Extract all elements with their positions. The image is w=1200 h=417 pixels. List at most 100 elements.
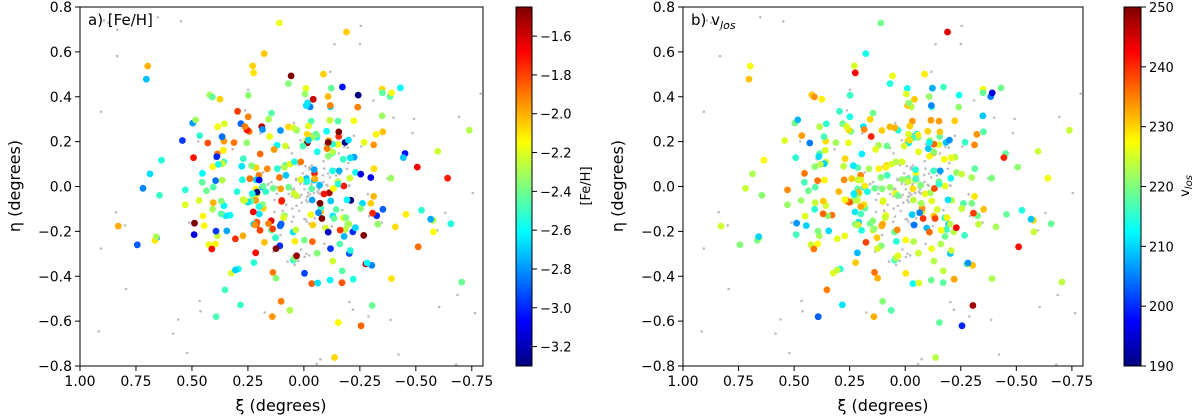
colored-star bbox=[958, 322, 966, 330]
colored-star bbox=[1058, 278, 1066, 286]
colored-star bbox=[908, 211, 916, 219]
colored-star bbox=[218, 133, 226, 141]
colored-star bbox=[793, 219, 800, 227]
colored-star bbox=[277, 127, 284, 134]
colored-star bbox=[925, 93, 933, 100]
colored-star bbox=[940, 155, 948, 163]
background-star bbox=[700, 330, 703, 333]
background-star bbox=[702, 247, 706, 250]
colored-star bbox=[943, 226, 950, 233]
y-axis-label: η (degrees) bbox=[608, 140, 627, 232]
colorbar-label-main: v bbox=[1178, 189, 1193, 197]
colored-star bbox=[886, 80, 894, 87]
background-star bbox=[1044, 211, 1047, 215]
background-star bbox=[913, 191, 917, 195]
colored-star bbox=[717, 222, 725, 230]
colored-star bbox=[248, 190, 256, 198]
colored-star bbox=[152, 233, 160, 241]
colored-star bbox=[316, 199, 324, 207]
colored-star bbox=[877, 19, 885, 27]
colored-star bbox=[354, 91, 362, 99]
colorbar-tick-label: −2.0 bbox=[540, 108, 572, 123]
colored-star bbox=[814, 313, 822, 321]
background-star bbox=[960, 24, 963, 28]
background-star bbox=[345, 167, 349, 171]
colored-star bbox=[329, 257, 337, 265]
y-tick-label: 0.0 bbox=[653, 180, 675, 196]
background-star bbox=[367, 214, 371, 218]
background-star bbox=[896, 178, 899, 182]
background-star bbox=[322, 159, 325, 163]
colored-star bbox=[1015, 243, 1022, 251]
colored-star bbox=[255, 210, 263, 218]
colored-star bbox=[292, 226, 300, 234]
colored-star bbox=[244, 113, 252, 121]
colored-star bbox=[970, 209, 977, 217]
colored-star bbox=[209, 163, 217, 171]
y-axis-ticks: 0.8 0.6 0.4 0.2 0.0 −0.2 −0.4 −0.6 −0.8 bbox=[641, 0, 683, 375]
colorbar-gradient bbox=[1123, 6, 1142, 367]
background-star bbox=[900, 139, 904, 142]
colored-star bbox=[916, 209, 924, 217]
background-star bbox=[436, 229, 439, 232]
colored-star bbox=[988, 174, 995, 182]
colored-star bbox=[332, 206, 340, 213]
background-star bbox=[892, 152, 895, 155]
colored-star bbox=[917, 181, 925, 189]
colored-star bbox=[838, 301, 846, 309]
background-star bbox=[303, 218, 306, 221]
colored-star bbox=[251, 221, 259, 229]
y-tick-label: 0.6 bbox=[50, 45, 72, 61]
colored-star bbox=[336, 226, 344, 234]
colored-star bbox=[275, 19, 283, 27]
background-star bbox=[301, 172, 305, 175]
colored-star bbox=[1044, 174, 1052, 182]
colored-star bbox=[820, 176, 828, 184]
colored-star bbox=[285, 183, 293, 191]
y-axis-ticks: 0.8 0.6 0.4 0.2 0.0 −0.2 −0.4 −0.6 −0.8 bbox=[38, 0, 80, 375]
colored-star bbox=[243, 139, 251, 147]
background-star bbox=[1079, 92, 1082, 95]
background-star bbox=[997, 353, 1001, 356]
colored-star bbox=[223, 227, 231, 235]
colored-star bbox=[864, 188, 871, 196]
background-star bbox=[299, 248, 303, 251]
background-star bbox=[199, 309, 202, 313]
background-star bbox=[906, 252, 909, 256]
background-star bbox=[231, 147, 234, 151]
colorbar-tick-label: 240 bbox=[1149, 61, 1174, 76]
colored-star bbox=[801, 170, 808, 177]
colored-star bbox=[797, 197, 805, 204]
colored-star bbox=[281, 164, 288, 171]
colored-star bbox=[234, 107, 242, 115]
background-star bbox=[397, 353, 400, 356]
colored-star bbox=[964, 259, 972, 267]
colored-star bbox=[946, 136, 953, 144]
background-star bbox=[179, 20, 183, 23]
background-star bbox=[389, 318, 392, 322]
colored-star bbox=[282, 142, 289, 150]
colored-star bbox=[912, 175, 920, 183]
colored-star bbox=[215, 161, 222, 168]
colored-star bbox=[882, 164, 890, 171]
colored-star bbox=[218, 176, 226, 184]
colored-star bbox=[297, 158, 305, 166]
colored-star bbox=[836, 107, 843, 115]
background-star bbox=[893, 215, 897, 218]
colored-star bbox=[213, 153, 221, 161]
colored-star bbox=[792, 231, 800, 239]
colored-star bbox=[935, 180, 943, 188]
background-star bbox=[896, 204, 900, 208]
background-star bbox=[942, 208, 945, 212]
colored-star bbox=[199, 170, 206, 177]
colored-star bbox=[879, 297, 887, 305]
colored-star bbox=[378, 112, 386, 120]
colored-star bbox=[1027, 215, 1035, 223]
colored-star bbox=[819, 210, 827, 218]
background-star bbox=[351, 308, 355, 312]
colorbar-tick-label: 210 bbox=[1149, 240, 1174, 255]
colored-star bbox=[903, 85, 911, 92]
colored-star bbox=[313, 148, 321, 156]
colored-star bbox=[181, 186, 189, 194]
colorbar-feh: −1.6 −1.8 −2.0 −2.2 −2.4 −2.6 −2.8 −3.0 −3.2 [Fe… bbox=[515, 6, 594, 367]
